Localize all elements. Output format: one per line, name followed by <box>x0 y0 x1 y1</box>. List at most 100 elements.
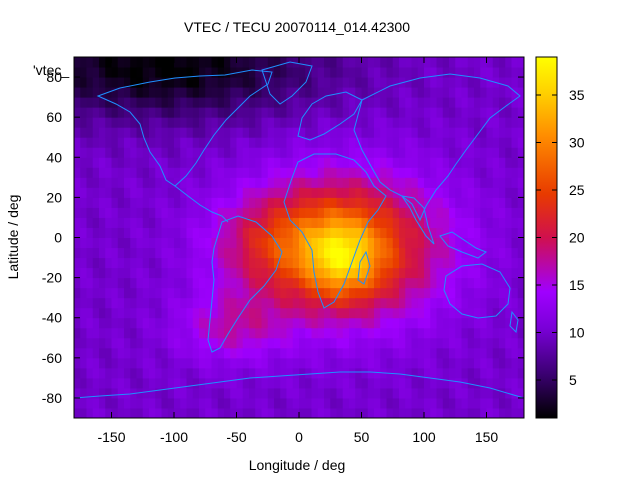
heatmap-cell <box>386 167 394 178</box>
heatmap-cell <box>117 187 125 198</box>
heatmap-cell <box>86 107 94 118</box>
heatmap-cell <box>480 87 487 98</box>
heatmap-cell <box>255 137 262 148</box>
heatmap-cell <box>249 97 256 108</box>
heatmap-cell <box>467 397 475 409</box>
heatmap-cell <box>386 377 394 389</box>
heatmap-cell <box>186 137 194 148</box>
heatmap-cell <box>92 107 100 118</box>
heatmap-cell <box>149 277 156 289</box>
heatmap-cell <box>242 277 250 289</box>
heatmap-cell <box>311 397 319 409</box>
heatmap-cell <box>361 287 369 299</box>
heatmap-cell <box>105 57 112 68</box>
heatmap-cell <box>105 377 112 389</box>
heatmap-cell <box>224 137 231 148</box>
heatmap-cell <box>386 197 394 208</box>
heatmap-cell <box>442 147 450 158</box>
heatmap-cell <box>430 117 437 128</box>
heatmap-cell <box>355 157 362 168</box>
heatmap-cell <box>499 97 506 108</box>
heatmap-cell <box>392 147 400 158</box>
heatmap-cell <box>255 257 262 269</box>
heatmap-cell <box>367 247 375 259</box>
heatmap-cell <box>255 237 262 249</box>
heatmap-cell <box>342 367 350 379</box>
heatmap-cell <box>80 217 87 228</box>
heatmap-cell <box>99 347 106 359</box>
heatmap-cell <box>155 57 162 68</box>
heatmap-cell <box>505 317 512 329</box>
heatmap-cell <box>280 117 287 128</box>
heatmap-cell <box>330 247 337 259</box>
heatmap-cell <box>336 167 344 178</box>
heatmap-cell <box>392 267 400 279</box>
heatmap-cell <box>192 97 200 108</box>
heatmap-cell <box>461 337 469 349</box>
heatmap-cell <box>192 377 200 389</box>
heatmap-cell <box>167 297 175 309</box>
heatmap-cell <box>324 317 331 329</box>
heatmap-cell <box>467 87 475 98</box>
heatmap-cell <box>161 267 169 279</box>
heatmap-cell <box>261 147 269 158</box>
heatmap-cell <box>86 67 94 78</box>
heatmap-cell <box>86 287 94 299</box>
heatmap-cell <box>355 127 362 138</box>
heatmap-cell <box>436 377 444 389</box>
heatmap-cell <box>167 177 175 188</box>
heatmap-cell <box>467 277 475 289</box>
heatmap-cell <box>467 187 475 198</box>
heatmap-cell <box>92 267 100 279</box>
heatmap-cell <box>236 157 244 168</box>
heatmap-cell <box>467 77 475 88</box>
heatmap-cell <box>267 267 275 279</box>
heatmap-cell <box>149 137 156 148</box>
heatmap-cell <box>255 367 262 379</box>
heatmap-cell <box>374 407 381 418</box>
heatmap-cell <box>267 287 275 299</box>
heatmap-cell <box>411 77 419 88</box>
heatmap-cell <box>474 317 481 329</box>
heatmap-cell <box>211 127 219 138</box>
heatmap-cell <box>486 337 494 349</box>
heatmap-cell <box>342 147 350 158</box>
heatmap-cell <box>155 117 162 128</box>
heatmap-cell <box>155 317 162 329</box>
heatmap-cell <box>224 397 231 409</box>
heatmap-cell <box>436 97 444 108</box>
heatmap-cell <box>511 127 519 138</box>
heatmap-cell <box>411 257 419 269</box>
heatmap-cell <box>349 237 356 249</box>
heatmap-cell <box>274 347 281 359</box>
heatmap-cell <box>174 187 181 198</box>
heatmap-cell <box>505 327 512 339</box>
heatmap-cell <box>505 397 512 409</box>
heatmap-cell <box>111 217 119 228</box>
heatmap-cell <box>436 217 444 228</box>
heatmap-cell <box>142 87 150 98</box>
heatmap-cell <box>424 337 431 349</box>
heatmap-cell <box>236 307 244 319</box>
heatmap-cell <box>192 407 200 418</box>
heatmap-cell <box>430 407 437 418</box>
heatmap-cell <box>286 287 294 299</box>
heatmap-cell <box>105 137 112 148</box>
heatmap-cell <box>267 307 275 319</box>
heatmap-cell <box>286 237 294 249</box>
heatmap-cell <box>411 247 419 259</box>
heatmap-cell <box>424 137 431 148</box>
heatmap-cell <box>255 407 262 418</box>
heatmap-cell <box>449 287 456 299</box>
heatmap-cell <box>361 377 369 389</box>
heatmap-cell <box>367 217 375 228</box>
heatmap-cell <box>280 87 287 98</box>
heatmap-cell <box>505 407 512 418</box>
heatmap-cell <box>317 167 325 178</box>
heatmap-cell <box>367 177 375 188</box>
heatmap-cell <box>230 307 237 319</box>
heatmap-cell <box>492 317 500 329</box>
heatmap-cell <box>249 377 256 389</box>
heatmap-cell <box>74 87 81 98</box>
heatmap-cell <box>374 57 381 68</box>
